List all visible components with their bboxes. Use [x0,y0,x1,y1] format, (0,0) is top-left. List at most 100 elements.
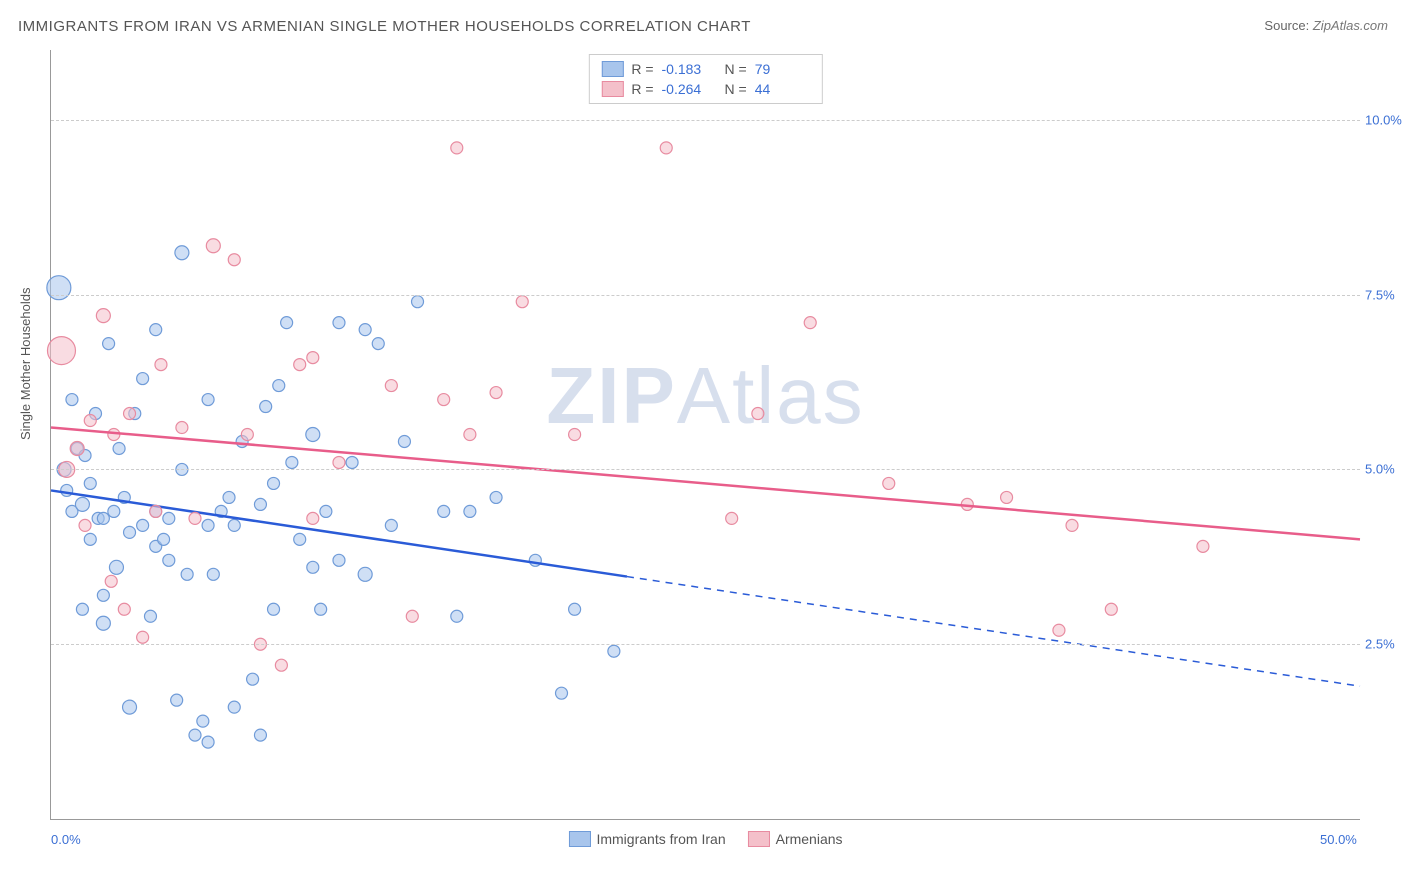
scatter-point [47,337,75,365]
scatter-point [228,519,240,531]
plot-area: ZIPAtlas R = -0.183 N = 79 R = -0.264 N … [50,50,1360,820]
scatter-point [254,729,266,741]
scatter-point [137,631,149,643]
scatter-point [406,610,418,622]
scatter-point [260,401,272,413]
scatter-point [490,387,502,399]
scatter-point [254,498,266,510]
scatter-point [96,309,110,323]
scatter-point [307,512,319,524]
scatter-point [113,442,125,454]
n-value: 44 [755,81,810,97]
scatter-point [150,505,162,517]
scatter-point [359,324,371,336]
scatter-point [189,512,201,524]
scatter-point [202,736,214,748]
scatter-point [660,142,672,154]
scatter-point [333,317,345,329]
scatter-point [123,700,137,714]
scatter-point [490,491,502,503]
scatter-point [294,533,306,545]
r-label: R = [631,81,653,97]
scatter-point [176,422,188,434]
scatter-point [1066,519,1078,531]
source-label: Source: [1264,18,1309,33]
scatter-point [118,603,130,615]
legend-series: Immigrants from Iran Armenians [568,831,842,847]
scatter-point [84,477,96,489]
scatter-point [516,296,528,308]
scatter-point [608,645,620,657]
scatter-point [358,567,372,581]
ytick-label: 10.0% [1365,112,1406,127]
scatter-point [1001,491,1013,503]
scatter-point [398,435,410,447]
r-label: R = [631,61,653,77]
gridline [51,295,1360,296]
scatter-point [171,694,183,706]
scatter-point [307,352,319,364]
scatter-point [202,394,214,406]
scatter-point [1105,603,1117,615]
scatter-point [281,317,293,329]
scatter-point [451,610,463,622]
legend-stats: R = -0.183 N = 79 R = -0.264 N = 44 [588,54,822,104]
scatter-point [306,428,320,442]
scatter-point [275,659,287,671]
series-name: Armenians [776,831,843,847]
n-label: N = [725,61,747,77]
scatter-point [97,512,109,524]
scatter-point [752,408,764,420]
scatter-point [84,533,96,545]
n-label: N = [725,81,747,97]
scatter-point [569,429,581,441]
legend-stats-row: R = -0.183 N = 79 [601,59,809,79]
scatter-point [144,610,156,622]
xtick-label: 50.0% [1320,832,1357,847]
scatter-point [1053,624,1065,636]
scatter-point [241,429,253,441]
ytick-label: 5.0% [1365,462,1406,477]
scatter-point [137,519,149,531]
scatter-point [197,715,209,727]
scatter-point [268,603,280,615]
scatter-point [883,477,895,489]
scatter-point [75,497,89,511]
gridline [51,120,1360,121]
scatter-point [79,519,91,531]
scatter-point [385,519,397,531]
scatter-point [137,373,149,385]
scatter-point [97,589,109,601]
scatter-point [464,429,476,441]
xtick-label: 0.0% [51,832,81,847]
scatter-point [84,415,96,427]
series-swatch-icon [748,831,770,847]
scatter-point [556,687,568,699]
scatter-point [223,491,235,503]
scatter-point [150,324,162,336]
source-value: ZipAtlas.com [1313,18,1388,33]
scatter-point [412,296,424,308]
scatter-point [307,561,319,573]
chart-title: IMMIGRANTS FROM IRAN VS ARMENIAN SINGLE … [18,18,751,35]
scatter-point [124,526,136,538]
scatter-point [315,603,327,615]
scatter-point [346,456,358,468]
scatter-point [438,505,450,517]
scatter-point [372,338,384,350]
series-name: Immigrants from Iran [596,831,725,847]
scatter-point [124,408,136,420]
scatter-point [175,246,189,260]
legend-item: Immigrants from Iran [568,831,725,847]
gridline [51,644,1360,645]
scatter-point [96,616,110,630]
source-attribution: Source: ZipAtlas.com [1264,18,1388,33]
scatter-point [163,512,175,524]
scatter-point [333,456,345,468]
r-value: -0.183 [662,61,717,77]
scatter-point [268,477,280,489]
scatter-point [438,394,450,406]
ytick-label: 7.5% [1365,287,1406,302]
scatter-point [105,575,117,587]
scatter-point [228,254,240,266]
